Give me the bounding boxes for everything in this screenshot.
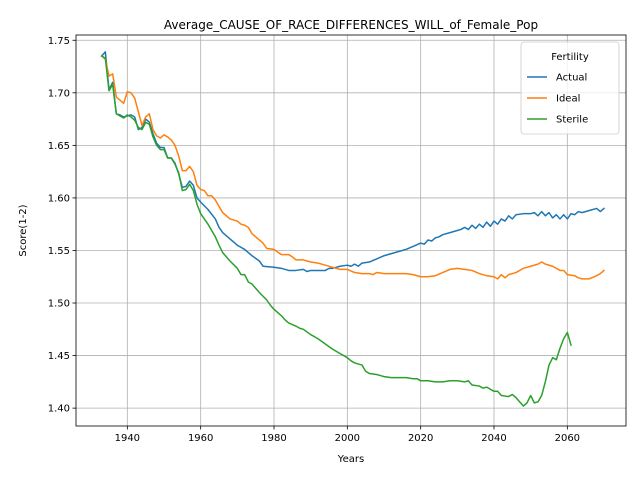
x-tick-label: 2020 <box>408 433 433 444</box>
y-tick-label: 1.70 <box>48 88 70 99</box>
x-tick-label: 1980 <box>261 433 286 444</box>
legend-label-ideal: Ideal <box>556 94 580 105</box>
legend-frame <box>520 41 620 135</box>
y-tick-label: 1.50 <box>48 299 70 310</box>
legend-label-sterile: Sterile <box>556 115 588 126</box>
axis-ticks: 1940 1960 1980 2000 2020 2040 2060 1.40 1.45 1.50… <box>48 36 580 444</box>
series-line-ideal <box>100 54 606 280</box>
legend-title: Fertility <box>551 52 589 63</box>
y-tick-label: 1.75 <box>48 36 70 47</box>
legend-label-actual: Actual <box>556 73 587 84</box>
x-tick-label: 2000 <box>335 433 360 444</box>
x-tick-label: 2060 <box>555 433 580 444</box>
x-tick-label: 1960 <box>188 433 213 444</box>
x-tick-label: 1940 <box>115 433 140 444</box>
y-tick-label: 1.45 <box>48 351 70 362</box>
series-lines <box>100 51 606 407</box>
chart-title: Average_CAUSE_OF_RACE_DIFFERENCES_WILL_o… <box>164 18 538 32</box>
x-axis-title: Years <box>337 454 364 465</box>
y-tick-label: 1.65 <box>48 141 70 152</box>
y-tick-label: 1.60 <box>48 193 70 204</box>
legend-entries: Actual Ideal Sterile <box>527 73 588 126</box>
grid <box>76 35 626 426</box>
legend: Fertility Actual Ideal Sterile <box>520 41 620 135</box>
y-tick-label: 1.40 <box>48 404 70 415</box>
y-axis-title: Score(1-2) <box>18 204 29 256</box>
y-tick-label: 1.55 <box>48 246 70 257</box>
plot-area-frame <box>75 34 627 427</box>
series-line-sterile <box>100 54 572 407</box>
x-tick-label: 2040 <box>481 433 506 444</box>
